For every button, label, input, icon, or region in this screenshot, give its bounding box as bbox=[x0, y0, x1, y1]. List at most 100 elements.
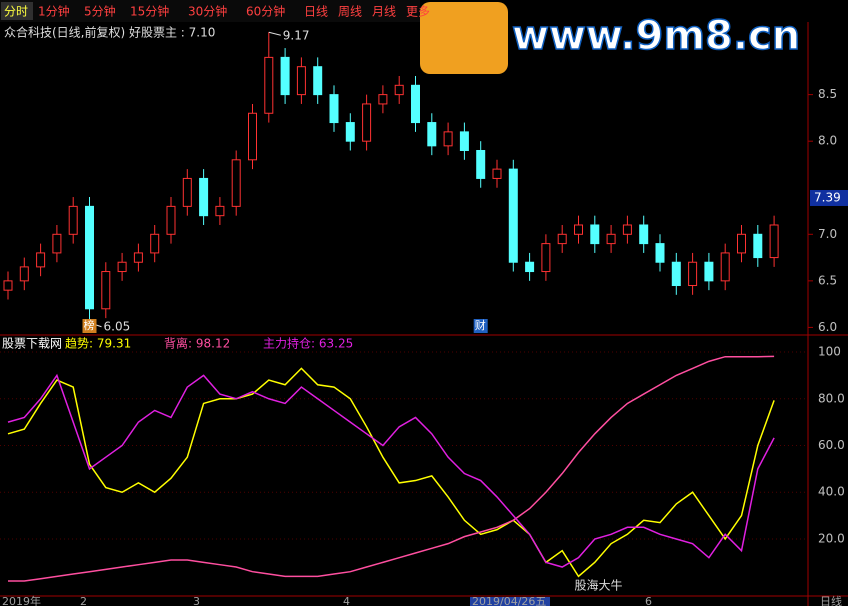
candle-body bbox=[280, 56, 290, 96]
candle-body bbox=[574, 224, 583, 235]
y-tick-label: 100 bbox=[818, 345, 841, 359]
candle-body bbox=[36, 252, 46, 268]
candle-body bbox=[476, 149, 486, 179]
y-tick-label: 8.5 bbox=[818, 87, 837, 101]
candle-body bbox=[541, 243, 551, 273]
y-tick-label: 20.0 bbox=[818, 531, 845, 545]
y-tick-label: 60.0 bbox=[818, 438, 845, 452]
candle-body bbox=[590, 224, 600, 245]
candle-body bbox=[133, 252, 143, 263]
candle-body bbox=[231, 159, 241, 207]
chart-title: 众合科技(日线,前复权) 好股票主 : 7.10 bbox=[4, 25, 215, 40]
cursor-box bbox=[810, 189, 848, 206]
candle-body bbox=[606, 233, 616, 245]
annotation: 股海大牛 bbox=[575, 578, 623, 593]
x-tick-label: 3 bbox=[193, 595, 200, 606]
candle-body bbox=[378, 94, 388, 105]
event-marker[interactable]: 财 bbox=[475, 318, 486, 332]
toolbar-item[interactable]: 60分钟 bbox=[246, 4, 285, 19]
candle-body bbox=[622, 224, 632, 235]
candle-body bbox=[199, 177, 209, 217]
indicator-header: 主力持仓: 63.25 bbox=[263, 336, 353, 351]
indicator-line bbox=[7, 367, 775, 578]
candle-body bbox=[459, 131, 469, 151]
annotation: 6.05 bbox=[104, 319, 131, 333]
event-marker[interactable]: 榜 bbox=[84, 318, 95, 332]
indicator-header: 背离: 98.12 bbox=[164, 336, 230, 351]
candle-body bbox=[68, 205, 78, 235]
candle-body bbox=[737, 233, 746, 254]
toolbar-item[interactable]: 月线 bbox=[372, 5, 396, 19]
candle-body bbox=[362, 103, 372, 142]
candle-body bbox=[720, 252, 730, 282]
x-tick-label: 2 bbox=[80, 595, 87, 606]
candle-body bbox=[166, 205, 176, 235]
candle-body bbox=[639, 224, 649, 245]
y-tick-label: 6.0 bbox=[818, 320, 837, 334]
candle-body bbox=[492, 168, 502, 179]
toolbar-item[interactable]: 1分钟 bbox=[38, 4, 70, 19]
y-tick-label: 40.0 bbox=[818, 485, 845, 499]
candle-body bbox=[704, 261, 714, 282]
event-marker-bg bbox=[473, 319, 488, 333]
candle-body bbox=[52, 233, 62, 254]
x-tick-label: 4 bbox=[343, 595, 350, 606]
annotation-arrow bbox=[268, 31, 281, 36]
indicator-line bbox=[8, 355, 775, 582]
toolbar-item[interactable]: 更多 bbox=[406, 5, 430, 19]
toolbar-item[interactable]: 日线 bbox=[304, 5, 328, 19]
toolbar-item[interactable]: 15分钟 bbox=[130, 4, 169, 19]
event-marker-bg bbox=[82, 319, 97, 333]
candle-body bbox=[313, 66, 323, 96]
cursor-price: 7.39 bbox=[814, 190, 841, 204]
candle-body bbox=[525, 261, 535, 273]
indicator-header: 股票下载网 bbox=[2, 337, 62, 351]
x-label-highlight bbox=[470, 597, 550, 606]
candle-body bbox=[19, 266, 29, 282]
y-tick-label: 6.5 bbox=[818, 273, 837, 287]
y-tick-label: 7.0 bbox=[818, 227, 837, 241]
annotation: 9.17 bbox=[283, 29, 310, 43]
candle-body bbox=[329, 94, 339, 124]
toolbar-item[interactable]: 5分钟 bbox=[84, 4, 116, 19]
candle-body bbox=[101, 271, 111, 310]
y-tick-label: 8.0 bbox=[818, 134, 837, 148]
candle-body bbox=[264, 56, 274, 114]
candle-body bbox=[655, 243, 665, 263]
y-tick-label: 80.0 bbox=[818, 391, 845, 405]
x-tick-label: 2019年 bbox=[2, 594, 41, 606]
indicator-line bbox=[7, 373, 775, 568]
x-tick-label: 2019/04/26五 bbox=[472, 595, 546, 606]
x-tick-label: 日线 bbox=[820, 594, 842, 606]
candle-body bbox=[3, 280, 13, 291]
toolbar-bg bbox=[0, 0, 420, 22]
watermark: www.9m8.cn bbox=[512, 13, 800, 59]
logo bbox=[420, 2, 508, 74]
candle-body bbox=[296, 66, 306, 96]
candle-body bbox=[85, 205, 94, 310]
candle-body bbox=[688, 261, 698, 287]
toolbar-item[interactable]: 30分钟 bbox=[188, 4, 227, 19]
toolbar-item[interactable]: 分时 bbox=[4, 5, 28, 19]
candle-body bbox=[427, 122, 437, 147]
candle-body bbox=[394, 84, 404, 96]
toolbar-item[interactable]: 周线 bbox=[338, 5, 362, 19]
toolbar-active bbox=[1, 2, 33, 20]
candle-body bbox=[182, 177, 192, 207]
x-tick-label: 6 bbox=[645, 595, 652, 606]
candle-body bbox=[753, 233, 763, 259]
candle-body bbox=[557, 233, 567, 245]
candle-body bbox=[345, 122, 355, 142]
candle-body bbox=[215, 205, 225, 217]
indicator-header: 趋势: 79.31 bbox=[65, 337, 131, 351]
candle-body bbox=[443, 131, 453, 147]
candle-body bbox=[411, 84, 420, 124]
candle-body bbox=[671, 261, 681, 287]
candle-body bbox=[117, 261, 127, 273]
candle-body bbox=[248, 112, 257, 161]
candle-body bbox=[769, 224, 779, 259]
candle-body bbox=[508, 168, 518, 263]
